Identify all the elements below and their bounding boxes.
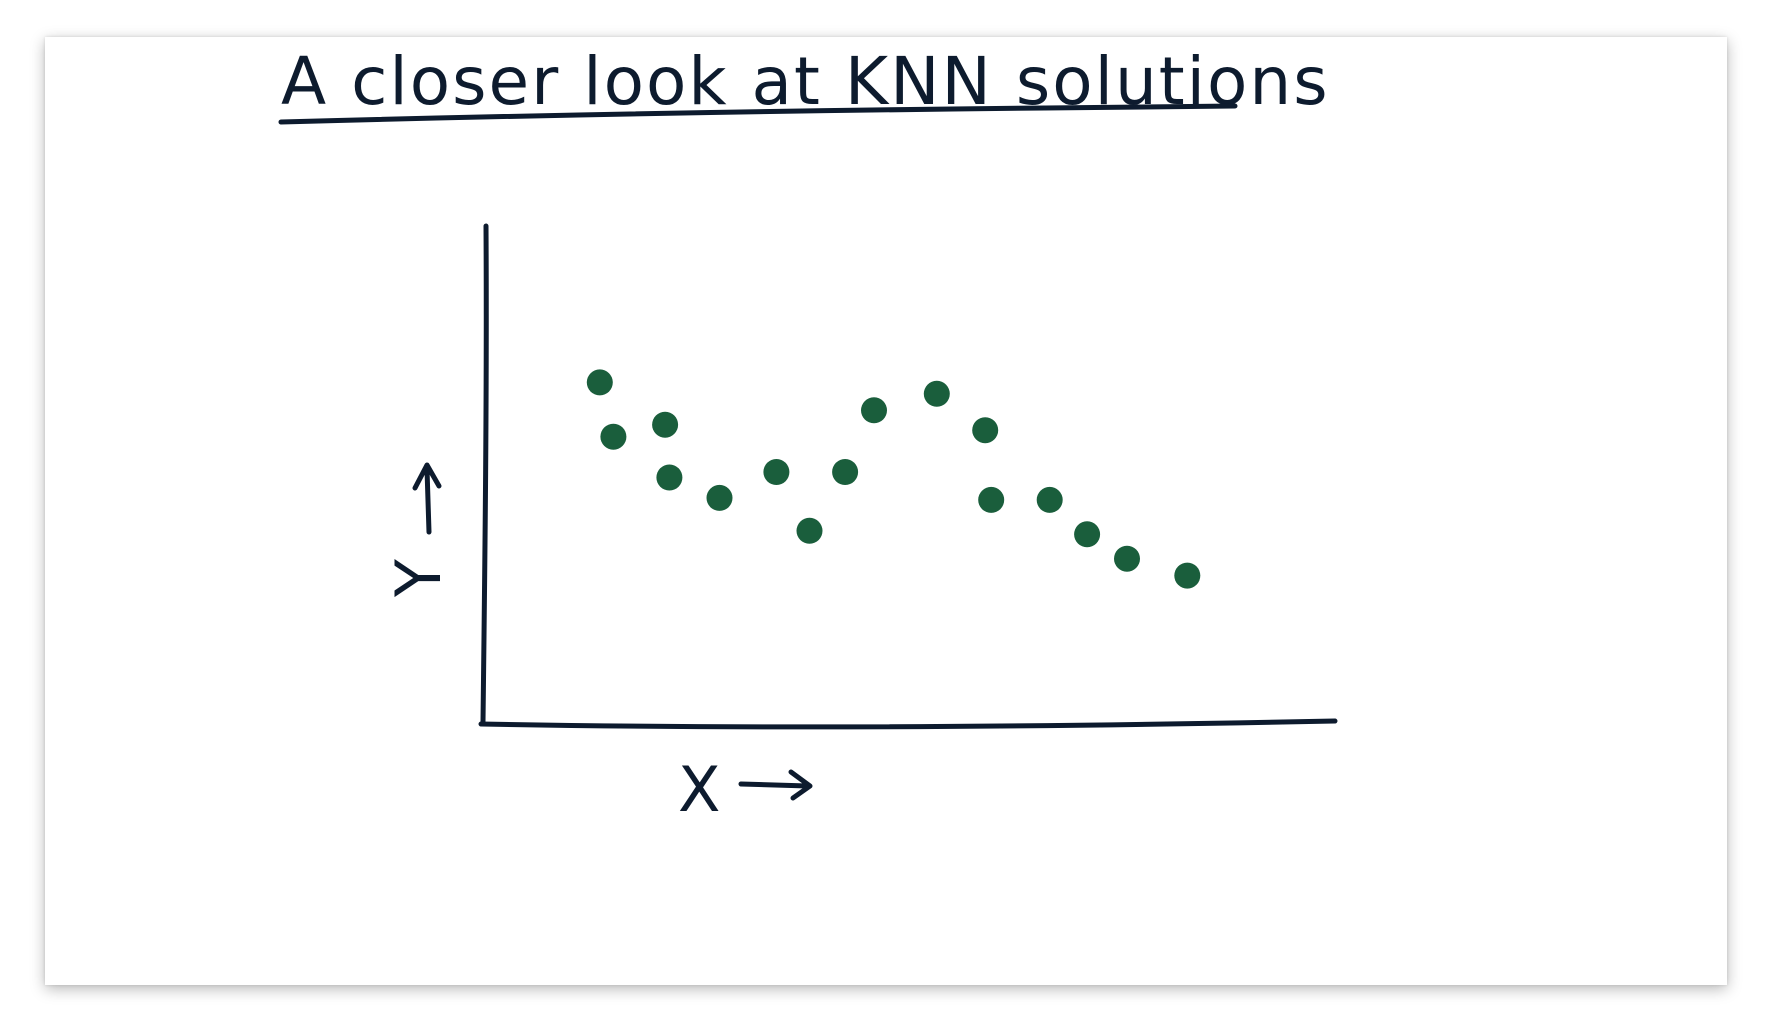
data-point-5 — [706, 484, 733, 511]
x-axis-arrow-icon — [738, 769, 813, 801]
data-point-11 — [972, 417, 999, 444]
data-point-9 — [861, 397, 887, 424]
data-point-2 — [600, 423, 627, 450]
data-point-14 — [1074, 521, 1101, 548]
data-point-6 — [763, 459, 790, 485]
y-axis-label: Y — [382, 559, 455, 598]
data-point-10 — [923, 380, 950, 407]
data-point-8 — [832, 459, 859, 485]
data-point-12 — [978, 486, 1005, 513]
whiteboard-card: A closer look at KNN solutions Y X — [45, 37, 1727, 985]
data-point-15 — [1114, 545, 1140, 572]
data-point-7 — [796, 517, 823, 544]
x-axis-label: X — [678, 753, 720, 826]
whiteboard-drawing: A closer look at KNN solutions Y X — [278, 43, 1338, 826]
data-point-1 — [586, 369, 613, 396]
y-axis-arrow-icon — [412, 462, 442, 535]
title-underline — [278, 103, 1238, 125]
x-axis-line — [478, 718, 1338, 730]
data-point-13 — [1036, 486, 1063, 513]
data-point-3 — [652, 411, 679, 438]
scatter-points — [586, 369, 1201, 589]
data-point-16 — [1174, 562, 1201, 589]
y-axis-line — [480, 223, 489, 725]
data-point-4 — [656, 464, 683, 491]
